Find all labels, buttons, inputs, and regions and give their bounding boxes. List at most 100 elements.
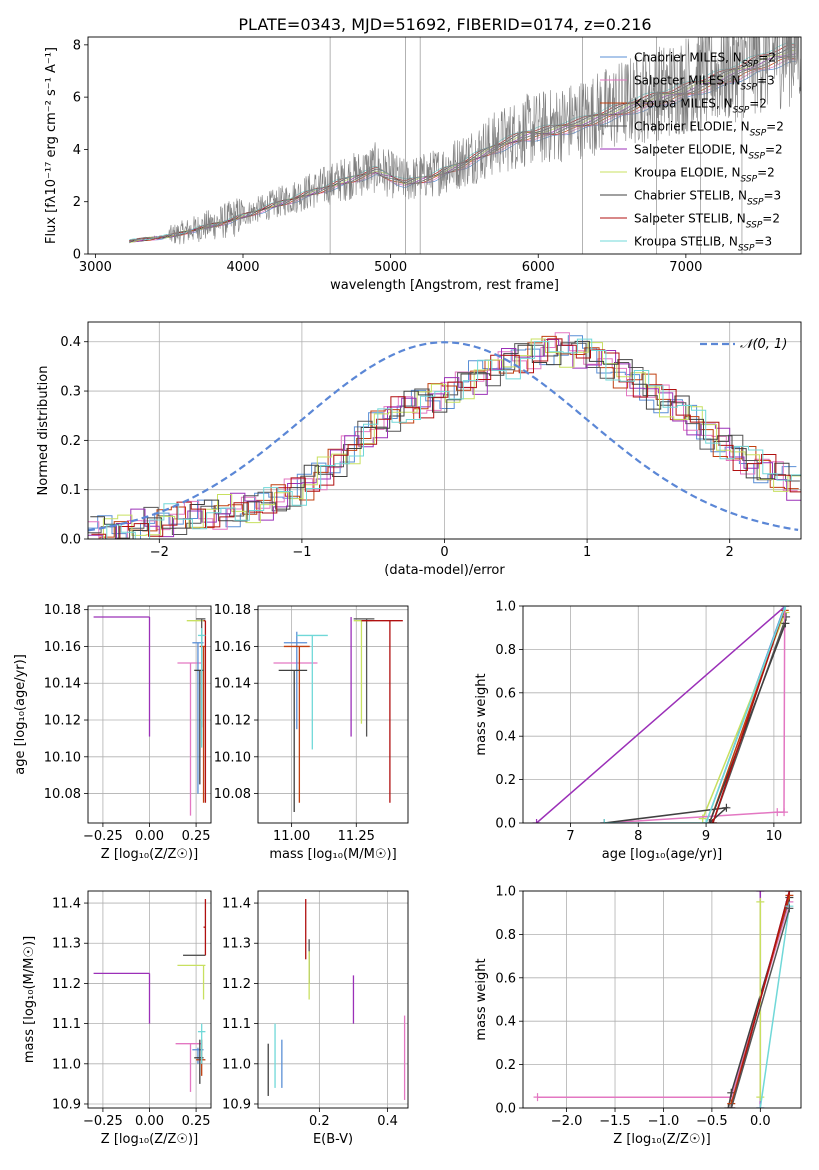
weight-marker-chabrier_elodie [785, 904, 794, 913]
plot-area [273, 617, 403, 812]
panels: 3000 4000 5000 6000 7000 0 2 4 6 8 wavelength [Ang… [13, 36, 802, 1147]
y-tick-label: 10.08 [44, 787, 81, 802]
legend-text: Salpeter MILES, N [634, 74, 741, 88]
weight-line-salpeter_stelib [730, 891, 791, 1108]
y-tick-label: 0.6 [495, 686, 516, 701]
y-tick-label: 11.1 [222, 1017, 251, 1032]
x-tick-label: −2.0 [551, 1114, 583, 1129]
legend-subscript: SSP [742, 60, 759, 70]
legend-label-salpeter_elodie: Salpeter ELODIE, NSSP=2 [634, 143, 783, 162]
weight-marker-kroupa_elodie [756, 897, 765, 906]
weight-marker-chabrier_elodie [782, 612, 791, 621]
weight-marker-salpeter_stelib [785, 891, 794, 895]
x-tick-label: 8 [634, 829, 642, 844]
y-tick-label: 8 [73, 38, 81, 53]
x-tick-label: 0.4 [377, 1114, 398, 1129]
y-tick-label: 0.8 [495, 643, 516, 658]
legend-text: Salpeter STELIB, N [634, 212, 746, 226]
legend-text: Kroupa STELIB, N [634, 235, 738, 249]
y-tick-label: 0 [73, 248, 81, 263]
axes-frame [522, 890, 802, 1109]
legend-label-salpeter_stelib: Salpeter STELIB, NSSP=2 [634, 212, 780, 231]
x-tick-label: 9 [702, 829, 710, 844]
plot-area [129, 37, 801, 254]
legend-subscript: SSP [748, 152, 765, 162]
y-tick-label: 10.16 [44, 640, 81, 655]
legend-subscript: SSP [741, 175, 758, 185]
x-tick-label: 10 [766, 829, 783, 844]
y-tick-label: 4 [73, 143, 81, 158]
y-tick-label: 10.14 [44, 677, 81, 692]
legend-label-chabrier_elodie: Chabrier ELODIE, NSSP=2 [634, 120, 784, 139]
y-tick-label: 0.8 [495, 928, 516, 943]
weight-marker-chabrier_stelib [781, 619, 790, 628]
legend-label-normal: 𝒩(0, 1) [740, 337, 787, 352]
x-tick-label: 11.00 [273, 829, 310, 844]
weight-line-salpeter_elodie [536, 606, 786, 823]
weight-marker-chabrier_stelib [722, 803, 731, 812]
x-tick-label: −1.5 [599, 1114, 631, 1129]
legend-subscript: SSP [746, 221, 763, 231]
plot-area [532, 606, 791, 823]
y-tick-label: 0.0 [60, 533, 81, 548]
figure-title: PLATE=0343, MJD=51692, FIBERID=0174, z=0… [238, 15, 651, 34]
y-tick-label: 0.4 [495, 730, 516, 745]
panel-spectrum: 3000 4000 5000 6000 7000 0 2 4 6 8 wavelength [Ang… [44, 36, 802, 293]
y-tick-label: 10.10 [214, 750, 251, 765]
y-tick-label: 11.4 [222, 897, 251, 912]
weight-line-chabrier_elodie [730, 908, 791, 1108]
x-tick-label: 11.25 [338, 829, 375, 844]
x-axis-label: Z [log₁₀(Z/Z☉)] [613, 1132, 710, 1147]
y-tick-label: 11.3 [52, 937, 81, 952]
weight-marker-kroupa_stelib [600, 819, 609, 823]
legend-text: =3 [757, 74, 775, 88]
axes-frame [257, 605, 409, 824]
axes-frame [522, 605, 802, 824]
y-tick-label: 1.0 [495, 600, 516, 615]
x-tick-label: −1 [292, 545, 311, 560]
normal-curve [88, 341, 799, 532]
x-tick-label: −0.25 [83, 1114, 123, 1129]
x-tick-label: 4000 [226, 260, 259, 275]
legend-text: Chabrier MILES, N [634, 51, 742, 65]
y-tick-label: 0.0 [495, 1102, 516, 1117]
panel-mass_vs_Z: −0.25 0.00 0.25 10.9 11.0 11.1 11.2 11.3 11.4 Z [… [22, 890, 212, 1147]
weight-marker-salpeter_miles [780, 808, 789, 817]
weight-marker-salpeter_elodie [532, 819, 541, 823]
y-tick-label: 10.08 [214, 787, 251, 802]
weight-marker-salpeter_stelib [708, 819, 717, 823]
x-tick-label: 0.25 [182, 829, 211, 844]
legend-text: =2 [757, 166, 775, 180]
x-axis-label: Z [log₁₀(Z/Z☉)] [101, 847, 198, 862]
weight-line-kroupa_stelib [604, 606, 787, 823]
y-tick-label: 10.18 [44, 603, 81, 618]
x-tick-label: 0.00 [135, 829, 164, 844]
weight-line-kroupa_stelib [759, 906, 791, 1108]
x-tick-label: 0.00 [135, 1114, 164, 1129]
legend-subscript: SSP [733, 106, 750, 116]
axes-frame [87, 36, 802, 255]
y-tick-label: 10.16 [214, 640, 251, 655]
panel-weight_vs_age: 7 8 9 10 0.0 0.2 0.4 0.6 0.8 1.0 age [log₁₀(age/yr… [474, 600, 802, 862]
x-axis-label: wavelength [Angstrom, rest frame] [330, 278, 559, 293]
histogram-salpeter_stelib [91, 338, 801, 539]
y-tick-label: 1.0 [495, 885, 516, 900]
x-tick-label: 3000 [79, 260, 112, 275]
x-axis-label: Z [log₁₀(Z/Z☉)] [101, 1132, 198, 1147]
legend-label-chabrier_stelib: Chabrier STELIB, NSSP=3 [634, 189, 781, 208]
weight-marker-chabrier_stelib [705, 819, 714, 823]
y-tick-label: 11.2 [222, 977, 251, 992]
y-tick-label: 6 [73, 91, 81, 106]
legend-text: =3 [764, 189, 782, 203]
y-tick-label: 2 [73, 195, 81, 210]
y-tick-label: 0.1 [60, 483, 81, 498]
legend-text: Kroupa ELODIE, N [634, 166, 741, 180]
histogram-salpeter_elodie [88, 339, 801, 539]
y-tick-label: 10.9 [222, 1097, 251, 1112]
y-axis-label: mass [log₁₀(M/M☉)] [22, 936, 37, 1063]
x-axis-label: E(B-V) [313, 1132, 353, 1147]
weight-line-salpeter_stelib [712, 606, 787, 823]
y-tick-label: 10.18 [214, 603, 251, 618]
